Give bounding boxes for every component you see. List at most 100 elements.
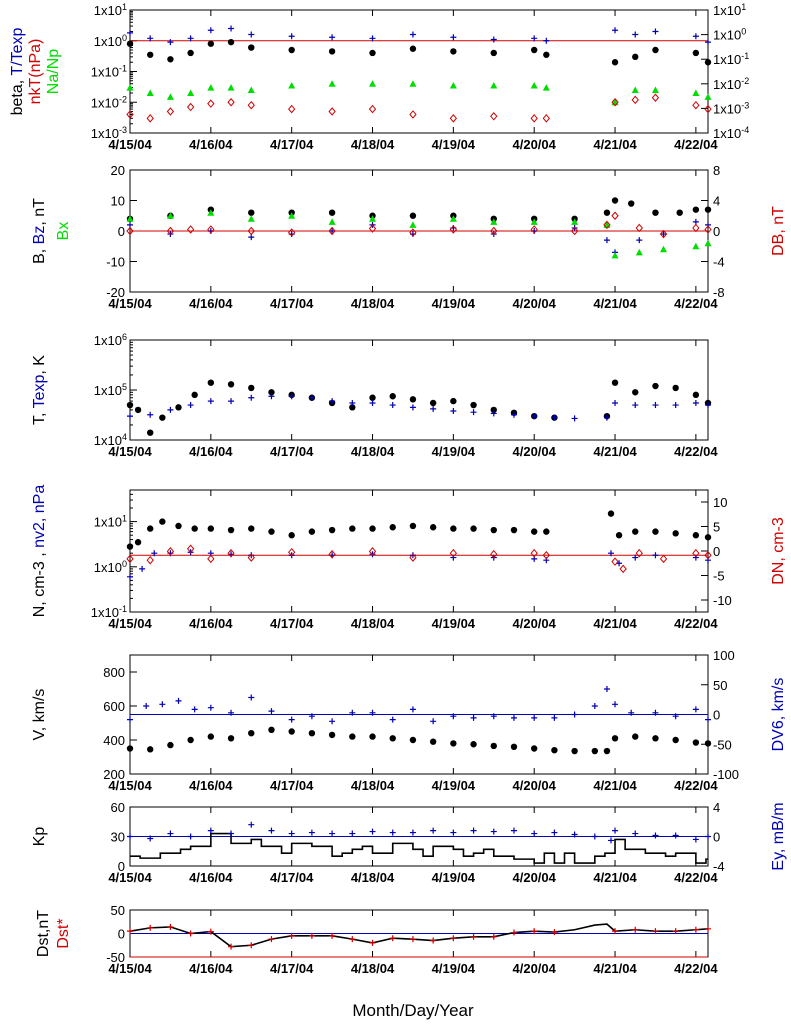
data-point bbox=[660, 231, 667, 238]
data-point bbox=[692, 89, 700, 96]
data-point bbox=[631, 95, 639, 105]
x-tick-label: 4/19/04 bbox=[432, 870, 476, 885]
data-point bbox=[652, 528, 659, 535]
data-point bbox=[470, 409, 477, 416]
data-point bbox=[207, 379, 215, 386]
data-point bbox=[704, 104, 712, 114]
x-tick-label: 4/22/04 bbox=[674, 444, 718, 459]
data-point bbox=[268, 936, 275, 943]
y-tick-label: 400 bbox=[103, 733, 125, 748]
series-0 bbox=[126, 38, 712, 66]
y2-tick-label: 1x101 bbox=[713, 2, 746, 18]
data-point bbox=[409, 522, 417, 530]
x-tick-label: 4/17/04 bbox=[270, 296, 314, 311]
data-point bbox=[449, 225, 458, 234]
data-point bbox=[632, 926, 639, 933]
data-point bbox=[450, 829, 457, 836]
data-point bbox=[186, 544, 195, 554]
y2-tick-label: 4 bbox=[713, 194, 720, 209]
data-point bbox=[591, 833, 598, 840]
x-tick-label: 4/22/04 bbox=[674, 778, 718, 793]
data-point bbox=[632, 402, 639, 409]
data-point bbox=[603, 414, 610, 421]
data-point bbox=[228, 398, 235, 405]
data-point bbox=[369, 35, 376, 42]
data-point bbox=[672, 384, 679, 392]
data-point bbox=[288, 728, 295, 735]
data-point bbox=[248, 394, 255, 401]
y-tick-label: 1x10-1 bbox=[91, 604, 127, 620]
x-tick-label: 4/16/04 bbox=[189, 870, 233, 885]
x-tick-label: 4/15/04 bbox=[108, 137, 152, 152]
data-point bbox=[490, 410, 497, 417]
data-point bbox=[207, 40, 215, 47]
x-tick-label: 4/20/04 bbox=[513, 778, 557, 793]
data-point bbox=[191, 525, 198, 532]
data-point bbox=[349, 936, 356, 943]
data-point bbox=[542, 550, 550, 560]
data-point bbox=[632, 733, 639, 740]
data-point bbox=[409, 829, 416, 836]
y-tick-label: 50 bbox=[111, 903, 125, 918]
y-tick-label: 800 bbox=[103, 665, 125, 680]
data-point bbox=[530, 225, 538, 234]
data-point bbox=[571, 415, 578, 422]
data-point bbox=[166, 107, 175, 116]
x-tick-label: 4/16/04 bbox=[189, 961, 233, 976]
data-point bbox=[705, 221, 711, 228]
data-point bbox=[288, 104, 296, 114]
data-point bbox=[187, 89, 195, 96]
data-point bbox=[268, 827, 275, 834]
data-point bbox=[409, 404, 416, 411]
data-point bbox=[449, 215, 457, 222]
y-tick-label: 1x10-3 bbox=[91, 125, 127, 141]
data-point bbox=[329, 228, 336, 234]
data-point bbox=[531, 928, 538, 935]
data-point bbox=[409, 45, 417, 52]
data-point bbox=[207, 928, 214, 935]
data-point bbox=[187, 35, 194, 42]
data-point bbox=[542, 84, 550, 91]
data-point bbox=[187, 402, 194, 409]
data-point bbox=[672, 736, 679, 744]
data-point bbox=[207, 209, 215, 216]
data-point bbox=[571, 747, 578, 755]
x-tick-label: 4/21/04 bbox=[593, 616, 637, 631]
data-point bbox=[268, 393, 275, 400]
data-point bbox=[227, 97, 235, 107]
data-point bbox=[551, 714, 558, 721]
data-point bbox=[369, 525, 376, 532]
data-point bbox=[207, 27, 214, 34]
data-point bbox=[166, 547, 175, 556]
data-point bbox=[126, 40, 134, 47]
data-point bbox=[672, 928, 679, 935]
data-point bbox=[570, 226, 579, 236]
data-point bbox=[247, 100, 255, 110]
data-point bbox=[409, 706, 416, 713]
data-point bbox=[632, 53, 639, 61]
data-point bbox=[449, 82, 457, 89]
y2-tick-label: -8 bbox=[713, 285, 725, 300]
data-point bbox=[450, 48, 457, 55]
data-point bbox=[603, 209, 611, 216]
y2-axis-label: DN, cm-3 bbox=[770, 517, 787, 585]
data-point bbox=[704, 239, 712, 247]
data-point bbox=[530, 218, 538, 225]
x-tick-label: 4/18/04 bbox=[351, 870, 395, 885]
y-tick-label: 10 bbox=[111, 194, 125, 209]
data-point bbox=[571, 831, 578, 838]
data-point bbox=[652, 402, 659, 409]
data-point bbox=[611, 251, 619, 259]
y-tick-label: 1x100 bbox=[94, 33, 127, 49]
data-point bbox=[134, 539, 142, 546]
data-point bbox=[288, 33, 295, 40]
y2-tick-label: 1x10-4 bbox=[713, 125, 749, 141]
series-1 bbox=[127, 923, 711, 950]
x-tick-label: 4/20/04 bbox=[513, 296, 557, 311]
data-point bbox=[147, 525, 154, 532]
data-point bbox=[308, 713, 315, 720]
data-point bbox=[207, 733, 215, 740]
x-tick-label: 4/19/04 bbox=[432, 296, 476, 311]
data-point bbox=[227, 84, 235, 91]
data-point bbox=[530, 82, 538, 89]
